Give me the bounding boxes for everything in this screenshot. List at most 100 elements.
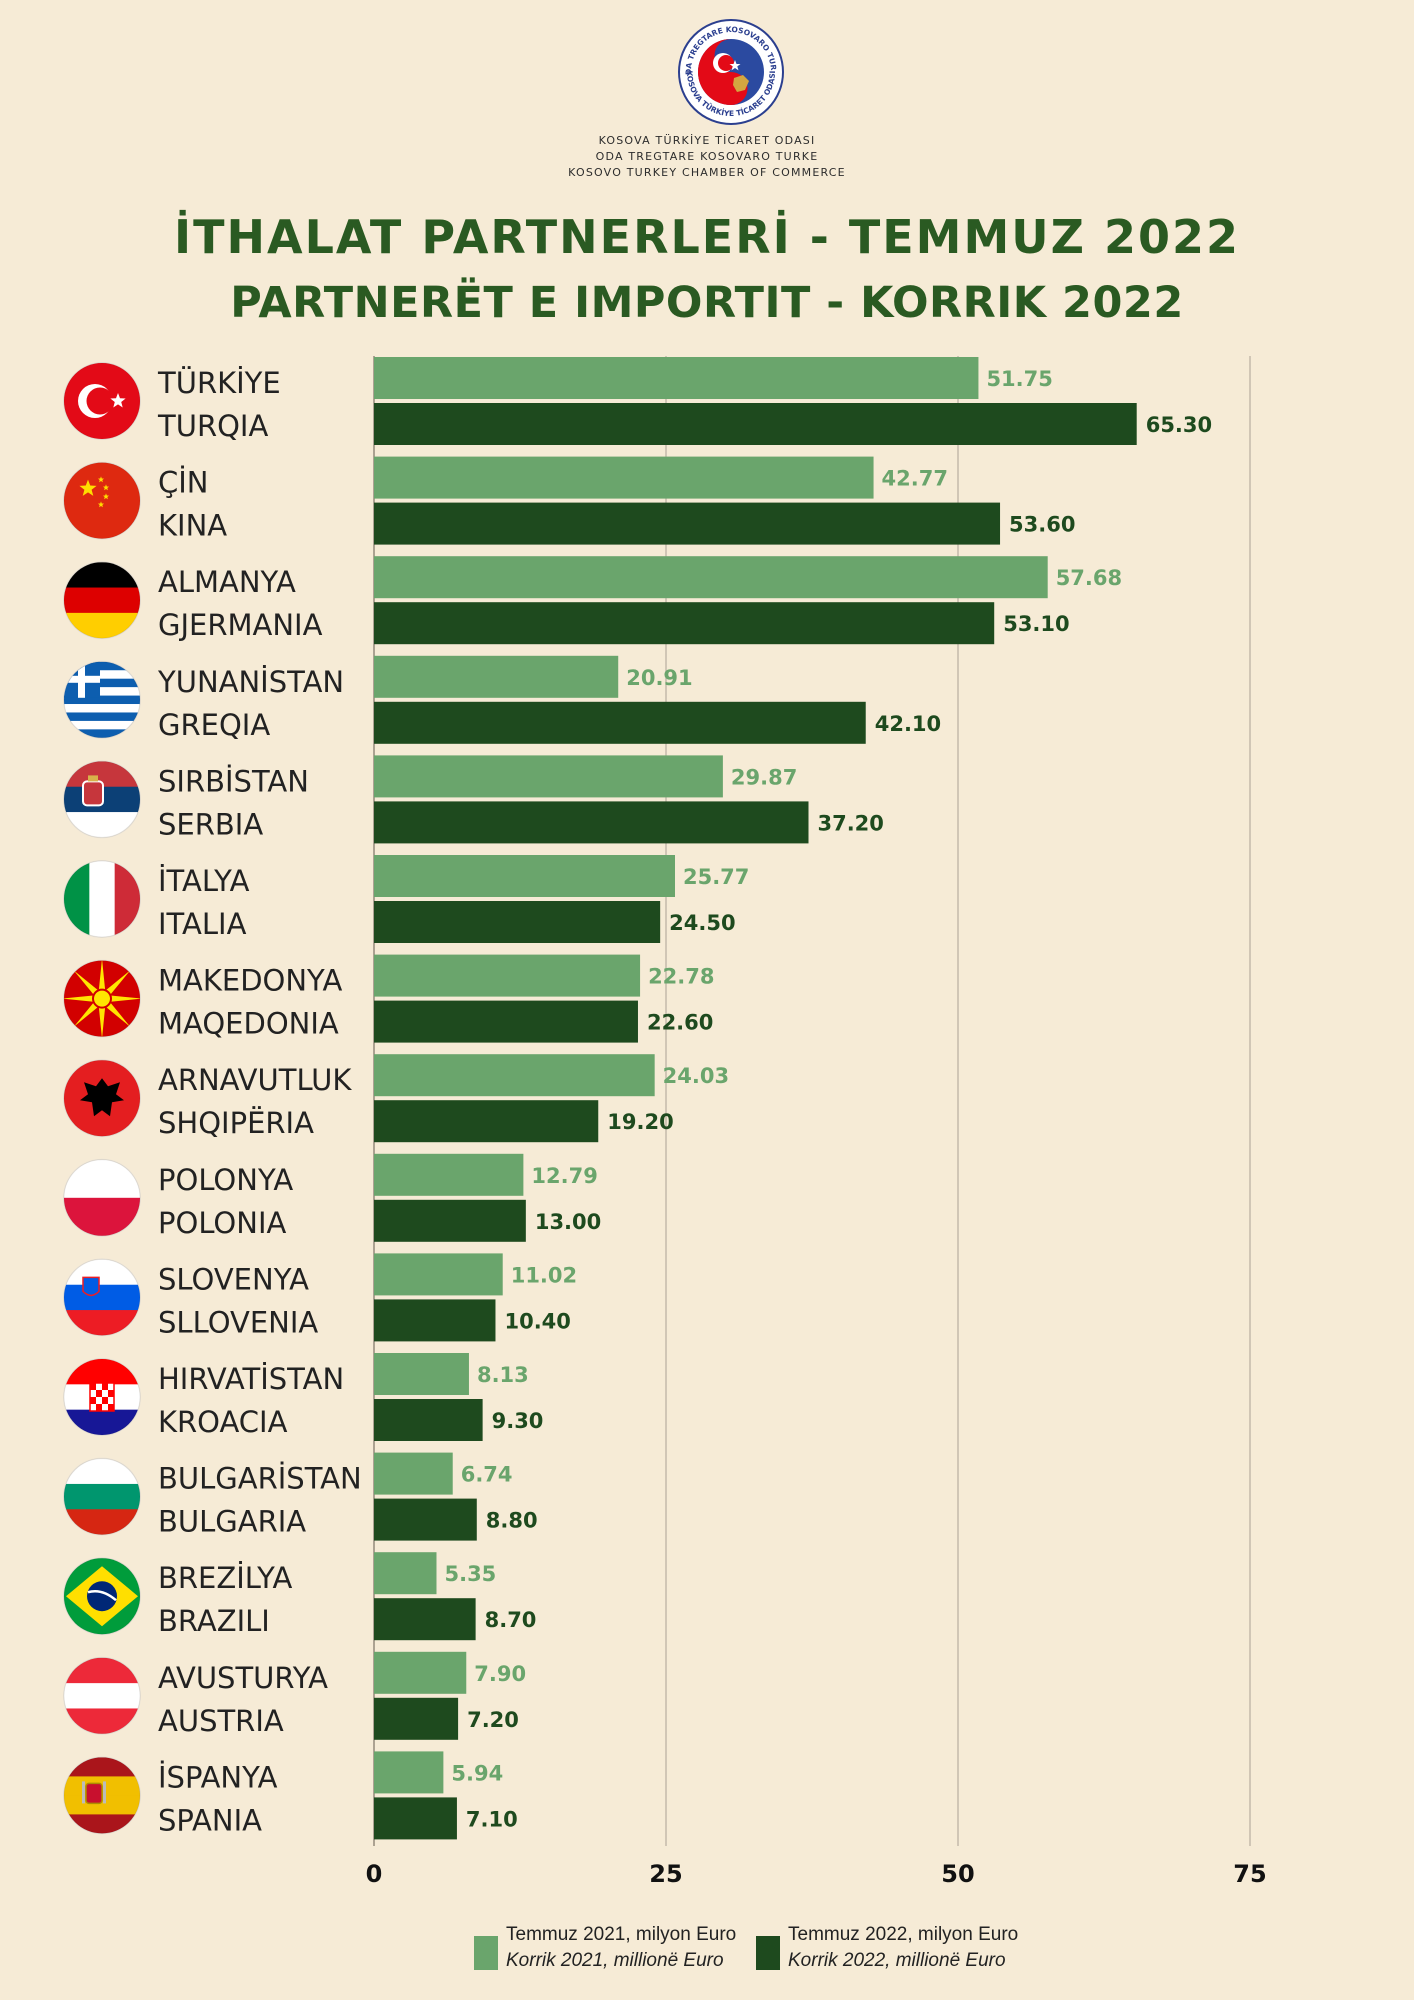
country-label-tr: BULGARİSTAN (158, 1462, 362, 1496)
data-label-2022: 8.70 (485, 1608, 537, 1632)
country-label-sq: SLLOVENIA (158, 1305, 318, 1339)
bar-2021 (374, 1552, 437, 1595)
country-label-sq: BULGARIA (158, 1505, 306, 1539)
country-label-sq: MAQEDONIA (158, 1007, 339, 1041)
data-label-2022: 7.10 (466, 1807, 518, 1831)
country-label-sq: KROACIA (158, 1405, 288, 1439)
data-label-2022: 53.60 (1009, 513, 1075, 537)
bar-2022 (374, 1797, 457, 1840)
bar-2021 (374, 655, 619, 698)
country-label-tr: TÜRKİYE (157, 366, 281, 400)
data-label-2021: 20.91 (626, 666, 692, 690)
bulgaria-flag-icon (63, 1457, 141, 1536)
legend-label-2022-sq: Korrik 2022, millionë Euro (788, 1950, 1006, 1971)
data-label-2022: 53.10 (1003, 612, 1069, 636)
data-label-2021: 57.68 (1056, 566, 1122, 590)
data-label-2021: 42.77 (882, 467, 948, 491)
legend-swatch-2022 (756, 1936, 780, 1970)
germany-flag-icon (63, 561, 141, 640)
bar-2022 (374, 1399, 483, 1441)
bar-2022 (374, 1498, 477, 1541)
data-label-2021: 24.03 (663, 1064, 729, 1088)
data-label-2021: 12.79 (531, 1164, 597, 1188)
country-label-tr: MAKEDONYA (158, 964, 343, 998)
country-label-sq: POLONIA (158, 1206, 287, 1240)
data-label-2021: 7.90 (474, 1662, 526, 1686)
x-tick-label: 0 (366, 1860, 383, 1888)
country-label-tr: ALMANYA (158, 565, 296, 599)
spain-flag-icon (63, 1756, 141, 1835)
croatia-flag-icon (63, 1358, 141, 1436)
country-label-sq: SPANIA (158, 1803, 262, 1837)
bar-2021 (374, 1651, 467, 1694)
x-tick-label: 25 (649, 1860, 682, 1888)
org-name-sq: ODA TREGTARE KOSOVARO TURKE (595, 150, 819, 163)
bar-2021 (374, 1751, 444, 1794)
data-label-2022: 13.00 (535, 1210, 601, 1234)
bar-2022 (374, 801, 809, 844)
italy-flag-icon (63, 860, 141, 938)
data-label-2021: 22.78 (648, 965, 714, 989)
data-label-2022: 10.40 (504, 1309, 570, 1333)
country-label-tr: SIRBİSTAN (158, 764, 309, 798)
country-label-tr: ÇİN (158, 466, 209, 500)
data-label-2021: 25.77 (683, 865, 749, 889)
legend-label-2021-sq: Korrik 2021, millionë Euro (506, 1950, 724, 1971)
data-label-2022: 9.30 (492, 1409, 544, 1433)
data-label-2022: 8.80 (486, 1509, 538, 1533)
bar-2021 (374, 556, 1048, 599)
data-label-2022: 24.50 (669, 911, 735, 935)
bar-2022 (374, 1000, 638, 1043)
bar-2021 (374, 1253, 503, 1296)
country-label-sq: TURQIA (157, 409, 268, 443)
data-label-2021: 11.02 (511, 1263, 577, 1287)
bar-2022 (374, 901, 661, 943)
country-label-sq: SERBIA (158, 807, 263, 841)
bar-2021 (374, 755, 723, 798)
chamber-logo: ODA TREGTARE KOSOVARO TURKE KOSOVA TÜRKİ… (677, 18, 784, 125)
data-label-2022: 22.60 (647, 1011, 713, 1035)
data-label-2021: 51.75 (986, 367, 1052, 391)
import-partners-chart: 0 25 50 75 TÜRKİYE TURQIA 51.75 65.30 ÇİN KINA 42.… (63, 356, 1267, 1888)
org-name-tr: KOSOVA TÜRKİYE TİCARET ODASI (598, 134, 816, 147)
country-label-tr: İTALYA (158, 864, 250, 898)
data-label-2022: 19.20 (607, 1110, 673, 1134)
bar-2021 (374, 1054, 655, 1097)
data-label-2021: 5.94 (451, 1761, 503, 1785)
bar-2022 (374, 1100, 599, 1143)
north-macedonia-flag-icon (63, 959, 141, 1038)
bar-2021 (374, 357, 979, 399)
country-label-sq: ITALIA (158, 907, 247, 941)
country-label-tr: ARNAVUTLUK (158, 1063, 352, 1097)
chart-title-tr: İTHALAT PARTNERLERİ - TEMMUZ 2022 (174, 210, 1240, 264)
bar-2022 (374, 1598, 476, 1641)
x-tick-label: 75 (1233, 1860, 1266, 1888)
country-label-tr: POLONYA (158, 1163, 293, 1197)
austria-flag-icon (63, 1656, 141, 1735)
bar-2022 (374, 403, 1137, 445)
country-label-sq: GREQIA (158, 708, 270, 742)
data-label-2022: 37.20 (817, 811, 883, 835)
bar-2021 (374, 1153, 524, 1196)
data-label-2021: 5.35 (444, 1562, 496, 1586)
bar-2021 (374, 1353, 469, 1395)
bar-2021 (374, 456, 874, 499)
bar-2022 (374, 1199, 526, 1242)
legend-label-2022-tr: Temmuz 2022, milyon Euro (788, 1924, 1019, 1945)
slovenia-flag-icon (63, 1258, 141, 1337)
country-label-sq: SHQIPËRIA (158, 1106, 314, 1140)
legend-swatch-2021 (474, 1936, 498, 1970)
greece-flag-icon (63, 660, 141, 739)
data-label-2022: 65.30 (1146, 413, 1212, 437)
poland-flag-icon (63, 1158, 141, 1237)
country-label-tr: HIRVATİSTAN (158, 1362, 344, 1396)
chart-title-sq: PARTNERËT E IMPORTIT - KORRIK 2022 (230, 278, 1184, 328)
bar-2022 (374, 1299, 496, 1342)
bar-2021 (374, 954, 641, 997)
country-label-sq: BRAZILI (158, 1604, 270, 1638)
data-label-2022: 7.20 (467, 1708, 519, 1732)
turkey-flag-icon (63, 362, 141, 440)
legend-label-2021-tr: Temmuz 2021, milyon Euro (506, 1924, 737, 1945)
china-flag-icon (63, 461, 141, 540)
country-label-tr: AVUSTURYA (158, 1661, 328, 1695)
